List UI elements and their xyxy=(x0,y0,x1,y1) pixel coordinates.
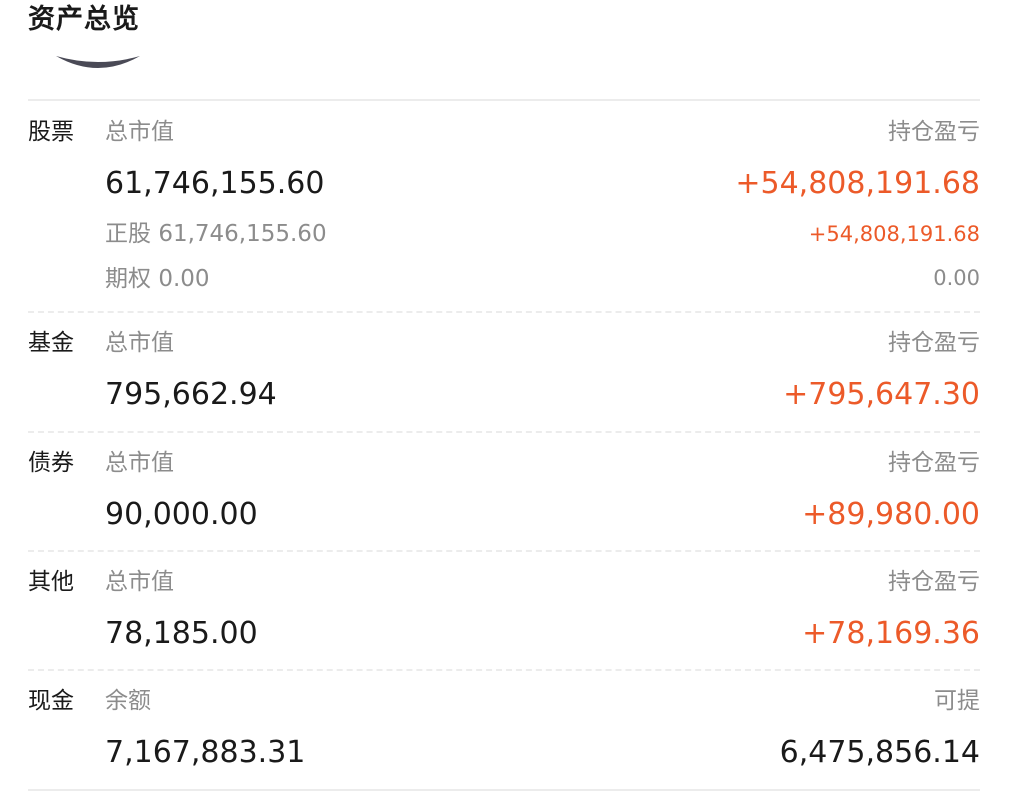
bond-pl-label: 持仓盈亏 xyxy=(888,450,980,476)
header-divider xyxy=(28,99,980,101)
fund-pl-label: 持仓盈亏 xyxy=(888,330,980,356)
page-title: 资产总览 xyxy=(28,4,140,35)
equity-value: 61,746,155.60 xyxy=(158,221,327,247)
bond-market-value: 90,000.00 xyxy=(105,497,258,532)
stock-pl-value: +54,808,191.68 xyxy=(735,166,980,201)
cash-withdrawable-value: 6,475,856.14 xyxy=(779,735,980,770)
asset-allocation-chart[interactable] xyxy=(50,20,146,70)
stock-pl-label: 持仓盈亏 xyxy=(888,119,980,145)
stock-market-value: 61,746,155.60 xyxy=(105,166,325,201)
equity-pl-value: +54,808,191.68 xyxy=(808,222,980,246)
asset-allocation-chart-arc xyxy=(50,56,146,70)
other-market-value-label: 总市值 xyxy=(105,569,174,595)
category-label-fund: 基金 xyxy=(28,330,74,356)
other-pl-label: 持仓盈亏 xyxy=(888,569,980,595)
fund-market-value: 795,662.94 xyxy=(105,377,277,412)
bond-pl-value: +89,980.00 xyxy=(802,497,980,532)
equity-label: 正股 xyxy=(105,221,151,247)
section-divider xyxy=(28,431,980,433)
category-label-other: 其他 xyxy=(28,569,74,595)
options-pl-value: 0.00 xyxy=(933,266,980,290)
category-label-cash: 现金 xyxy=(28,688,74,714)
options-label: 期权 xyxy=(105,266,151,292)
other-pl-value: +78,169.36 xyxy=(802,616,980,651)
cash-balance-label: 余额 xyxy=(105,688,151,714)
bond-market-value-label: 总市值 xyxy=(105,450,174,476)
fund-pl-value: +795,647.30 xyxy=(783,377,980,412)
section-divider xyxy=(28,669,980,671)
footer-divider xyxy=(28,789,980,791)
equity-row: 正股 61,746,155.60 xyxy=(105,223,327,246)
stock-market-value-label: 总市值 xyxy=(105,119,174,145)
cash-balance-value: 7,167,883.31 xyxy=(105,735,306,770)
fund-market-value-label: 总市值 xyxy=(105,330,174,356)
options-row: 期权 0.00 xyxy=(105,268,210,291)
category-label-bond: 债券 xyxy=(28,450,74,476)
section-divider xyxy=(28,311,980,313)
options-value: 0.00 xyxy=(158,266,210,292)
section-divider xyxy=(28,550,980,552)
cash-withdrawable-label: 可提 xyxy=(934,688,980,714)
other-market-value: 78,185.00 xyxy=(105,616,258,651)
category-label-stock: 股票 xyxy=(28,119,74,145)
